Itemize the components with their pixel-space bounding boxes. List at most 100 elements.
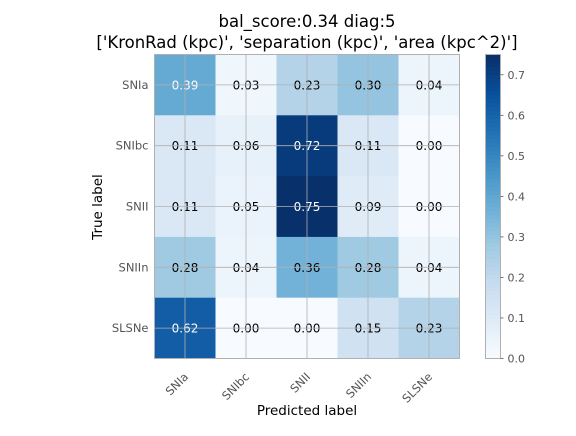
colorbar-segment [485, 210, 501, 216]
colorbar-segment [485, 226, 501, 232]
x-tick-label: SNIIn [343, 370, 374, 401]
colorbar-segment [485, 186, 501, 192]
colorbar-segment [485, 118, 501, 124]
colorbar-segment [485, 214, 501, 220]
colorbar-frame [485, 54, 501, 359]
colorbar-tick-label: 0.5 [508, 150, 526, 163]
y-tick-label: SNIbc [116, 139, 149, 153]
colorbar-segment [485, 258, 501, 264]
colorbar-segment [485, 330, 501, 336]
colorbar-segment [485, 218, 501, 224]
colorbar-segment [485, 62, 501, 68]
colorbar-segment [485, 66, 501, 72]
chart-title: bal_score:0.34 diag:5 [219, 12, 396, 32]
y-tick-label: SLSNe [112, 321, 149, 335]
colorbar-segment [485, 318, 501, 324]
colorbar-segment [485, 162, 501, 168]
colorbar-segment [485, 250, 501, 256]
colorbar-segment [485, 130, 501, 136]
colorbar-segment [485, 266, 501, 272]
colorbar-segment [485, 342, 501, 348]
colorbar-segment [485, 166, 501, 172]
colorbar: 0.0 0.1 0.2 0.3 0.4 0.5 0.6 0.7 [485, 54, 526, 366]
colorbar-segment [485, 90, 501, 96]
x-axis-label: Predicted label [257, 403, 357, 419]
colorbar-segment [485, 254, 501, 260]
colorbar-segment [485, 194, 501, 200]
colorbar-segment [485, 322, 501, 328]
colorbar-segment [485, 206, 501, 212]
colorbar-segment [485, 178, 501, 184]
colorbar-segment [485, 274, 501, 280]
colorbar-segment [485, 338, 501, 344]
colorbar-segment [485, 74, 501, 80]
colorbar-segment [485, 174, 501, 180]
x-tick-label: SLSNe [399, 370, 435, 406]
y-tick-label: SNIa [122, 78, 148, 92]
colorbar-segment [485, 110, 501, 116]
colorbar-segment [485, 54, 501, 60]
colorbar-segment [485, 350, 501, 356]
colorbar-segment [485, 290, 501, 296]
x-tick-labels: SNIa SNIbc SNII SNIIn SLSNe [163, 370, 436, 406]
colorbar-segment [485, 278, 501, 284]
colorbar-tick-label: 0.2 [508, 271, 526, 284]
colorbar-segment [485, 202, 501, 208]
colorbar-segment [485, 262, 501, 268]
colorbar-segment [485, 170, 501, 176]
colorbar-segment [485, 122, 501, 128]
colorbar-segment [485, 86, 501, 92]
colorbar-segment [485, 154, 501, 160]
colorbar-segment [485, 270, 501, 276]
colorbar-segment [485, 198, 501, 204]
colorbar-tick-label: 0.4 [508, 190, 526, 203]
colorbar-segment [485, 82, 501, 88]
colorbar-segment [485, 78, 501, 84]
colorbar-segment [485, 326, 501, 332]
colorbar-segment [485, 302, 501, 308]
colorbar-segment [485, 182, 501, 188]
colorbar-segment [485, 282, 501, 288]
colorbar-segment [485, 138, 501, 144]
colorbar-segment [485, 94, 501, 100]
colorbar-tick-label: 0.1 [508, 312, 526, 325]
colorbar-segment [485, 230, 501, 236]
colorbar-segment [485, 142, 501, 148]
y-tick-labels: SNIa SNIbc SNII SNIIn SLSNe [112, 78, 149, 335]
colorbar-segment [485, 234, 501, 240]
y-tick-label: SNII [126, 200, 149, 214]
colorbar-segment [485, 334, 501, 340]
colorbar-segment [485, 286, 501, 292]
grid-lines [154, 54, 460, 359]
colorbar-segment [485, 294, 501, 300]
colorbar-segment [485, 70, 501, 76]
plot-frame [154, 54, 460, 359]
colorbar-segment [485, 222, 501, 228]
colorbar-tick-label: 0.6 [508, 109, 526, 122]
colorbar-tick-label: 0.7 [508, 69, 526, 82]
x-tick-label: SNII [287, 370, 313, 396]
x-tick-label: SNIbc [219, 370, 252, 403]
colorbar-segment [485, 310, 501, 316]
colorbar-tick-label: 0.3 [508, 231, 526, 244]
colorbar-segment [485, 354, 501, 360]
colorbar-segment [485, 242, 501, 248]
colorbar-tick-label: 0.0 [508, 353, 526, 366]
colorbar-segment [485, 102, 501, 108]
colorbar-segment [485, 134, 501, 140]
x-tick-label: SNIa [163, 370, 192, 399]
colorbar-segment [485, 150, 501, 156]
colorbar-segment [485, 158, 501, 164]
colorbar-segment [485, 190, 501, 196]
y-axis-label: True label [90, 174, 106, 241]
chart-subtitle: ['KronRad (kpc)', 'separation (kpc)', 'a… [96, 33, 517, 52]
colorbar-segment [485, 126, 501, 132]
colorbar-segment [485, 306, 501, 312]
colorbar-segment [485, 238, 501, 244]
colorbar-segment [485, 314, 501, 320]
colorbar-segment [485, 106, 501, 112]
y-tick-label: SNIIn [119, 260, 149, 274]
colorbar-segment [485, 98, 501, 104]
colorbar-segment [485, 298, 501, 304]
